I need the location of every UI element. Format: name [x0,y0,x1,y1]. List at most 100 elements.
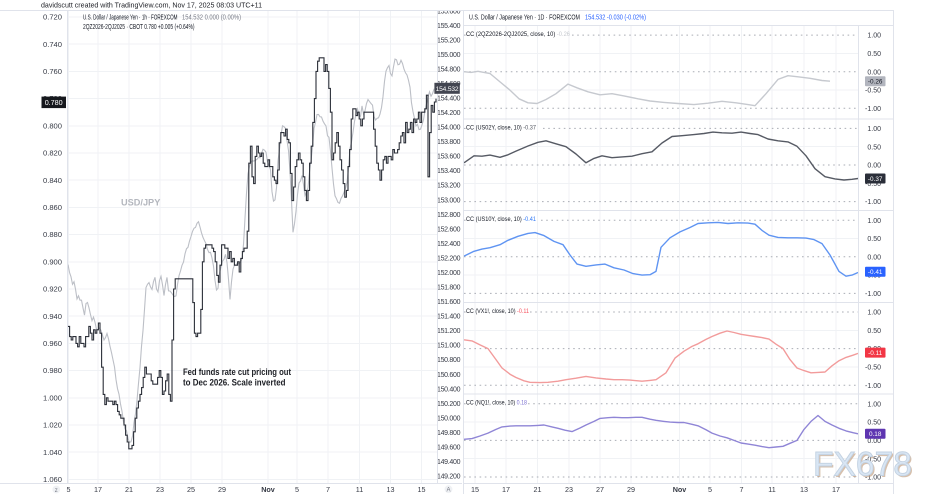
svg-text:0.860: 0.860 [43,203,62,212]
svg-text:150.600: 150.600 [437,372,461,379]
svg-text:13: 13 [387,485,395,494]
svg-text:7: 7 [740,485,744,494]
svg-text:1.00: 1.00 [867,218,881,225]
svg-text:154.200: 154.200 [437,110,461,117]
svg-text:-0.50: -0.50 [865,88,881,95]
svg-text:150.000: 150.000 [437,415,461,422]
svg-text:1.00: 1.00 [867,401,881,408]
svg-text:-1.00: -1.00 [865,291,881,298]
svg-text:29: 29 [218,485,226,494]
svg-text:-1.00: -1.00 [865,383,881,390]
svg-text:1.00: 1.00 [867,126,881,133]
svg-text:-0.26: -0.26 [868,79,883,86]
svg-text:153.800: 153.800 [437,139,461,146]
svg-text:0.960: 0.960 [43,339,62,348]
svg-text:152.400: 152.400 [437,241,461,248]
svg-text:154.800: 154.800 [437,66,461,73]
svg-text:151.400: 151.400 [437,314,461,321]
svg-text:149.600: 149.600 [437,445,461,452]
svg-text:-0.41: -0.41 [868,269,883,276]
svg-text:150.800: 150.800 [437,357,461,364]
svg-text:149.400: 149.400 [437,459,461,466]
svg-text:153.000: 153.000 [437,197,461,204]
svg-text:155.000: 155.000 [437,52,461,59]
svg-text:150.400: 150.400 [437,386,461,393]
svg-text:151.000: 151.000 [437,343,461,350]
svg-text:17: 17 [94,485,102,494]
svg-text:17: 17 [832,485,840,494]
svg-text:151.800: 151.800 [437,285,461,292]
svg-text:-1.00: -1.00 [865,475,881,482]
svg-text:0.900: 0.900 [43,257,62,266]
svg-text:5: 5 [708,485,712,494]
svg-text:0.50: 0.50 [867,51,881,58]
svg-text:155.200: 155.200 [437,37,461,44]
svg-text:11: 11 [768,485,775,494]
svg-text:USD/JPY: USD/JPY [121,198,160,208]
svg-text:-0.50: -0.50 [865,181,881,188]
svg-text:25: 25 [187,485,195,494]
svg-text:149.800: 149.800 [437,430,461,437]
svg-text:0.800: 0.800 [43,121,62,130]
svg-text:1.00: 1.00 [867,310,881,317]
svg-text:29: 29 [627,485,635,494]
svg-text:FX678: FX678 [813,446,912,484]
svg-text:152.200: 152.200 [437,255,461,262]
svg-text:-0.50: -0.50 [865,365,881,372]
svg-text:154.532: 154.532 [436,86,459,93]
svg-text:155.600: 155.600 [437,8,461,15]
svg-text:1.000: 1.000 [43,393,62,402]
svg-text:151.600: 151.600 [437,299,461,306]
svg-text:-0.11: -0.11 [868,350,883,357]
svg-text:0.50: 0.50 [867,144,881,151]
svg-text:0.740: 0.740 [43,40,62,49]
svg-text:152.600: 152.600 [437,226,461,233]
svg-text:U.S. Dollar / Japanese Yen · 1: U.S. Dollar / Japanese Yen · 1D · FOREXC… [469,13,646,22]
svg-text:153.400: 153.400 [437,168,461,175]
svg-text:13: 13 [800,485,808,494]
svg-text:155.400: 155.400 [437,23,461,30]
svg-text:0.940: 0.940 [43,312,62,321]
svg-text:davidscutt created with Tradin: davidscutt created with TradingView.com,… [41,1,262,10]
svg-text:-1.00: -1.00 [865,106,881,113]
svg-text:-1.00: -1.00 [865,199,881,206]
svg-text:15: 15 [418,485,426,494]
svg-text:149.200: 149.200 [437,474,461,481]
svg-text:0.00: 0.00 [867,163,881,170]
svg-text:152.000: 152.000 [437,270,461,277]
svg-text:150.200: 150.200 [437,401,461,408]
svg-text:-0.37: -0.37 [868,176,883,183]
svg-text:z: z [55,488,58,494]
svg-text:0.980: 0.980 [43,366,62,375]
svg-text:21: 21 [125,485,133,494]
svg-text:1.040: 1.040 [43,448,62,457]
svg-text:0.00: 0.00 [867,69,881,76]
svg-text:1.060: 1.060 [43,475,62,484]
svg-text:to Dec 2026. Scale inverted: to Dec 2026. Scale inverted [183,377,286,388]
svg-text:154.000: 154.000 [437,125,461,132]
svg-text:0.720: 0.720 [43,13,62,22]
svg-text:153.600: 153.600 [437,154,461,161]
svg-text:27: 27 [596,485,604,494]
svg-text:154.400: 154.400 [437,96,461,103]
svg-text:1.020: 1.020 [43,421,62,430]
svg-text:11: 11 [356,485,363,494]
svg-text:151.200: 151.200 [437,328,461,335]
svg-text:23: 23 [565,485,573,494]
svg-text:-0.50: -0.50 [865,456,881,463]
svg-text:0.760: 0.760 [43,67,62,76]
svg-text:A: A [446,488,450,494]
svg-text:Nov: Nov [673,485,687,494]
svg-text:0.820: 0.820 [43,149,62,158]
svg-text:CC (US10Y, close, 10) -0.41: CC (US10Y, close, 10) -0.41 [466,216,536,223]
svg-text:CC (VX1!, close, 10) -0.11: CC (VX1!, close, 10) -0.11 [466,308,529,315]
svg-text:Nov: Nov [261,485,275,494]
svg-text:152.800: 152.800 [437,212,461,219]
svg-text:0.920: 0.920 [43,285,62,294]
svg-text:0.00: 0.00 [867,254,881,261]
svg-text:0.880: 0.880 [43,230,62,239]
svg-text:CC (NQ1!, close, 10) 0.18: CC (NQ1!, close, 10) 0.18 [466,400,527,407]
svg-text:0.00: 0.00 [867,438,881,445]
svg-text:0.840: 0.840 [43,176,62,185]
svg-text:CC (2QZ2026-2QJ2025, close, 10: CC (2QZ2026-2QJ2025, close, 10) -0.26 [466,31,570,38]
